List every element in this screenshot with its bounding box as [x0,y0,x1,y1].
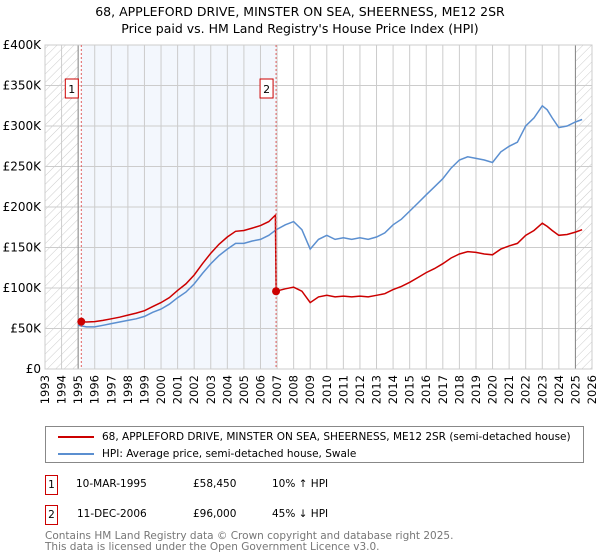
y-tick-label: £400K [3,38,43,52]
x-tick-label: 2000 [154,375,168,404]
x-tick-label: 2019 [469,375,483,404]
x-tick-label: 2022 [519,375,533,404]
x-tick-label: 2026 [585,375,599,404]
sale-price: £96,000 [193,508,237,520]
x-tick-label: 1995 [71,375,85,404]
x-tick-label: 2014 [386,375,400,404]
sale-date: 10-MAR-1995 [76,478,147,490]
x-tick-label: 2008 [287,375,301,404]
x-tick-label: 2006 [253,375,267,404]
chart-subtitle: Price paid vs. HM Land Registry's House … [121,21,479,36]
x-tick-label: 2001 [171,375,185,404]
x-tick-label: 1996 [88,375,102,404]
x-tick-label: 2025 [568,375,582,404]
y-tick-label: £300K [3,119,43,133]
sale-hpi: 45% ↓ HPI [272,508,329,520]
annotation-box [64,78,79,99]
x-tick-label: 2021 [502,375,516,404]
x-tick-label: 2009 [303,375,317,404]
sale-point [272,287,281,296]
sale-date: 11-DEC-2006 [77,508,147,520]
x-tick-label: 2013 [370,375,384,404]
x-tick-label: 1998 [121,375,135,404]
legend-label: HPI: Average price, semi-detached house,… [102,448,357,460]
y-tick-label: £50K [10,322,42,336]
legend-swatch-red [58,436,94,438]
price-paid-line [81,213,583,323]
legend-item-hpi: HPI: Average price, semi-detached house,… [58,447,356,461]
annotation-label: 2 [263,83,270,96]
plot-border [44,44,593,370]
hpi-line [78,104,583,328]
x-tick-label: 2015 [403,375,417,404]
y-tick-label: £150K [3,241,43,255]
sale-badge: 1 [45,475,58,495]
footer-licence: This data is licensed under the Open Gov… [45,541,380,553]
x-tick-label: 2004 [220,375,234,404]
annotation-label: 1 [68,83,75,96]
x-tick-label: 2002 [187,375,201,404]
sale-badge: 2 [45,505,58,525]
legend-swatch-blue [58,453,94,455]
footer-copyright: Contains HM Land Registry data © Crown c… [45,530,454,542]
x-tick-label: 2007 [270,375,284,404]
x-tick-label: 2024 [552,375,566,404]
sale-price: £58,450 [193,478,237,490]
x-tick-label: 2020 [486,375,500,404]
x-tick-label: 2005 [237,375,251,404]
y-tick-label: £250K [3,160,43,174]
x-tick-label: 1999 [137,375,151,404]
legend-label: 68, APPLEFORD DRIVE, MINSTER ON SEA, SHE… [102,431,571,443]
x-tick-label: 2023 [535,375,549,404]
x-tick-label: 1997 [104,375,118,404]
legend: 68, APPLEFORD DRIVE, MINSTER ON SEA, SHE… [45,426,584,463]
sale-point [77,317,86,326]
x-tick-label: 2017 [436,375,450,404]
legend-item-property: 68, APPLEFORD DRIVE, MINSTER ON SEA, SHE… [58,430,571,444]
plot-area: 1 2 £0 £50K £100K £150K £200K £250K £300K £350K £4… [3,38,599,404]
x-tick-label: 2016 [419,375,433,404]
x-tick-label: 2012 [353,375,367,404]
y-tick-label: £100K [3,281,43,295]
x-tick-label: 2003 [204,375,218,404]
x-tick-label: 2011 [336,375,350,404]
sale-hpi: 10% ↑ HPI [272,478,329,490]
x-tick-label: 2010 [320,375,334,404]
y-tick-label: £350K [3,79,43,93]
x-tick-label: 2018 [452,375,466,404]
chart-title: 68, APPLEFORD DRIVE, MINSTER ON SEA, SHE… [95,4,505,19]
y-tick-label: £0 [26,362,41,376]
annotation-box [259,78,274,99]
y-tick-label: £200K [3,200,43,214]
x-tick-label: 1994 [55,375,69,404]
x-tick-label: 1993 [38,375,52,404]
